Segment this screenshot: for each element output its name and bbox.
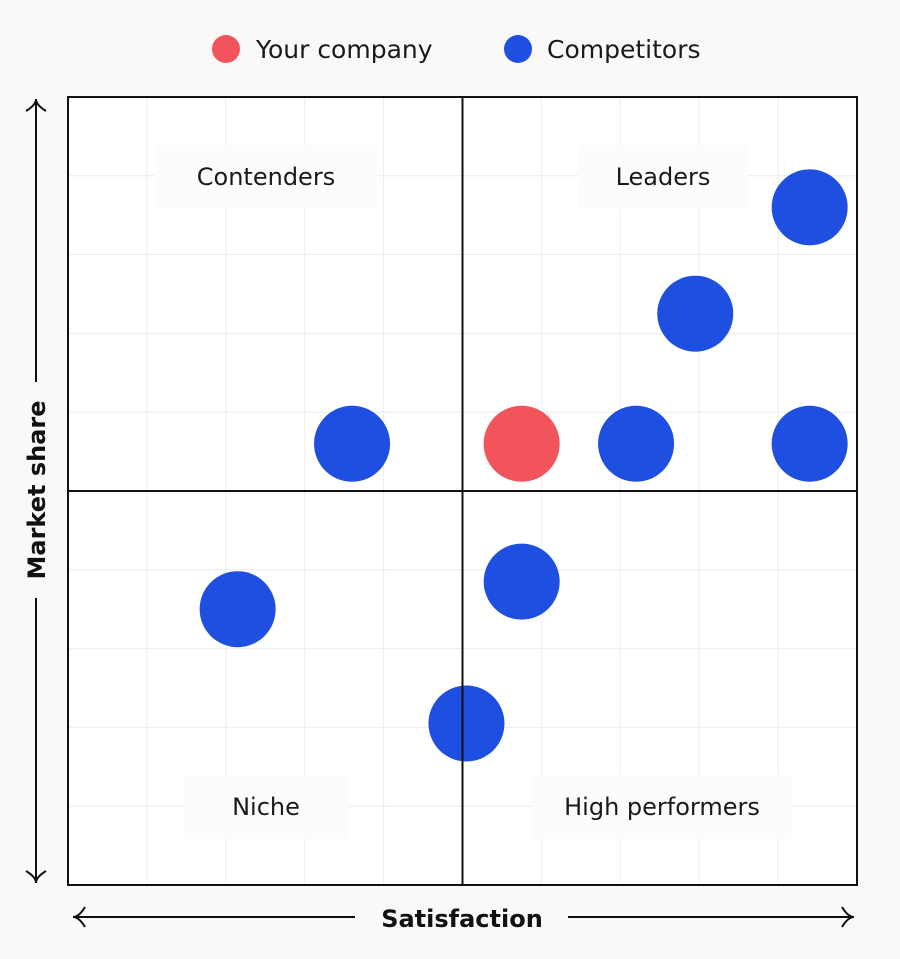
competitor-point-4 bbox=[598, 405, 675, 482]
quadrant-label-bg-contenders bbox=[155, 145, 377, 209]
competitor-point-3 bbox=[314, 405, 391, 482]
plot-border bbox=[67, 96, 858, 886]
quadrant-label-high-performers: High performers bbox=[564, 793, 760, 821]
legend-label-your-company: Your company bbox=[255, 35, 433, 64]
quadrant-label-bg-high-performers bbox=[532, 775, 792, 839]
competitor-point-1 bbox=[771, 169, 848, 246]
data-points bbox=[199, 169, 848, 762]
competitor-point-5 bbox=[771, 405, 848, 482]
your-company-point-1 bbox=[483, 405, 560, 482]
quadrant-label-niche: Niche bbox=[232, 793, 300, 821]
quadrant-label-bg-niche bbox=[184, 775, 349, 839]
y-axis-title: Market share bbox=[23, 400, 51, 579]
competitor-point-7 bbox=[199, 571, 276, 648]
x-axis: Satisfaction bbox=[72, 905, 855, 933]
quadrant-label-bg-leaders bbox=[578, 145, 748, 209]
x-axis-title: Satisfaction bbox=[381, 905, 543, 933]
plot-area: Contenders Leaders Niche High performers bbox=[67, 96, 858, 886]
competitor-point-6 bbox=[483, 543, 560, 620]
legend-label-competitors: Competitors bbox=[547, 35, 701, 64]
legend-marker-your-company bbox=[212, 35, 240, 63]
quadrant-label-contenders: Contenders bbox=[197, 163, 335, 191]
quadrant-label-leaders: Leaders bbox=[616, 163, 711, 191]
legend: Your company Competitors bbox=[212, 35, 701, 64]
competitor-point-2 bbox=[657, 275, 734, 352]
y-axis: Market share bbox=[23, 98, 51, 884]
legend-marker-competitors bbox=[504, 35, 532, 63]
competitor-point-8 bbox=[428, 685, 505, 762]
